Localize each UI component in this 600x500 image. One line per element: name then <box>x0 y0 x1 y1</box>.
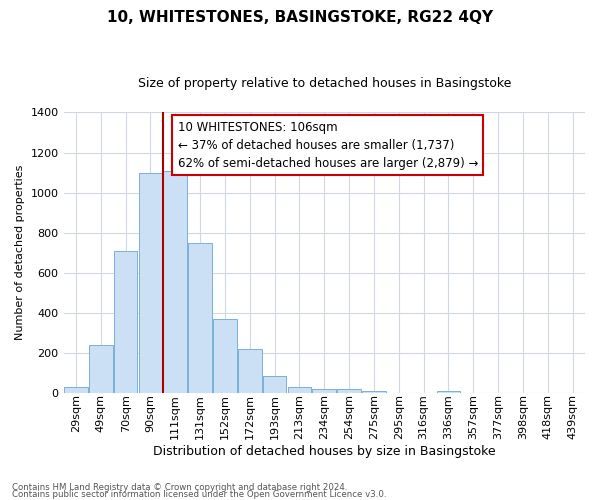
Title: Size of property relative to detached houses in Basingstoke: Size of property relative to detached ho… <box>137 78 511 90</box>
X-axis label: Distribution of detached houses by size in Basingstoke: Distribution of detached houses by size … <box>153 444 496 458</box>
Bar <box>263 376 286 392</box>
Bar <box>238 348 262 393</box>
Bar <box>213 318 237 392</box>
Y-axis label: Number of detached properties: Number of detached properties <box>15 165 25 340</box>
Bar <box>114 250 137 392</box>
Bar <box>89 344 113 393</box>
Bar <box>163 170 187 392</box>
Bar <box>188 242 212 392</box>
Text: Contains HM Land Registry data © Crown copyright and database right 2024.: Contains HM Land Registry data © Crown c… <box>12 484 347 492</box>
Bar <box>139 172 162 392</box>
Bar <box>362 390 386 392</box>
Text: 10 WHITESTONES: 106sqm
← 37% of detached houses are smaller (1,737)
62% of semi-: 10 WHITESTONES: 106sqm ← 37% of detached… <box>178 120 478 170</box>
Text: Contains public sector information licensed under the Open Government Licence v3: Contains public sector information licen… <box>12 490 386 499</box>
Text: 10, WHITESTONES, BASINGSTOKE, RG22 4QY: 10, WHITESTONES, BASINGSTOKE, RG22 4QY <box>107 10 493 25</box>
Bar <box>287 387 311 392</box>
Bar <box>313 389 336 392</box>
Bar <box>437 390 460 392</box>
Bar <box>64 387 88 392</box>
Bar <box>337 389 361 392</box>
